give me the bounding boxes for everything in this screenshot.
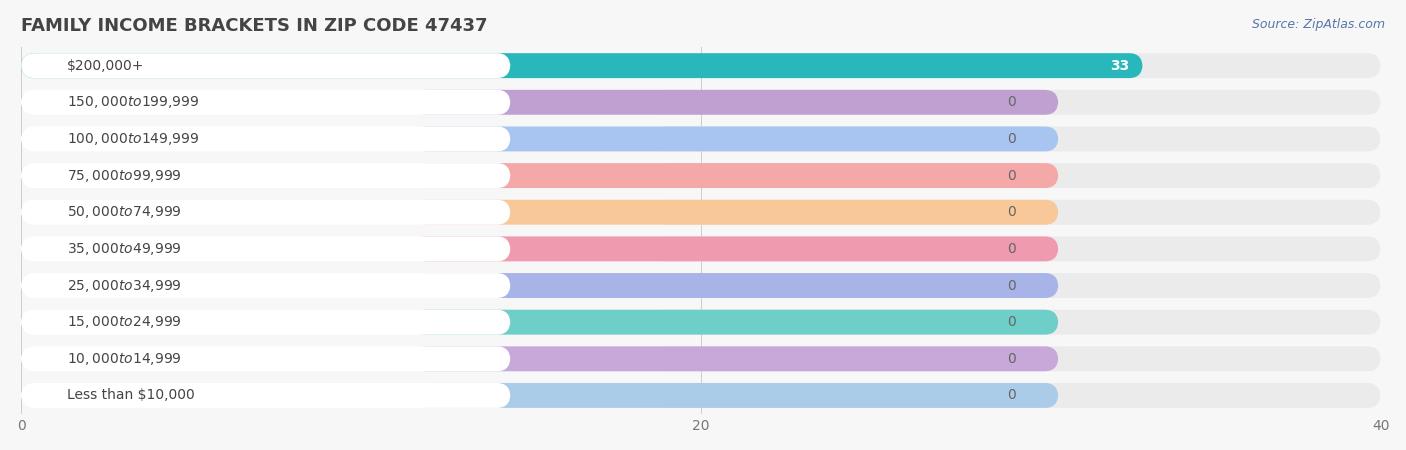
Text: 0: 0 [1007,169,1015,183]
Text: $50,000 to $74,999: $50,000 to $74,999 [66,204,181,220]
Text: 0: 0 [1007,132,1015,146]
FancyBboxPatch shape [21,53,1381,78]
Text: $25,000 to $34,999: $25,000 to $34,999 [66,278,181,293]
FancyBboxPatch shape [21,90,673,115]
FancyBboxPatch shape [21,346,1381,371]
FancyBboxPatch shape [412,236,1059,261]
Text: $10,000 to $14,999: $10,000 to $14,999 [66,351,181,367]
FancyBboxPatch shape [21,236,510,261]
Text: 0: 0 [1007,95,1015,109]
Text: 0: 0 [1007,388,1015,402]
FancyBboxPatch shape [21,310,1381,335]
FancyBboxPatch shape [21,236,673,261]
FancyBboxPatch shape [21,346,510,371]
FancyBboxPatch shape [21,163,673,188]
FancyBboxPatch shape [21,346,673,371]
FancyBboxPatch shape [21,90,1381,115]
FancyBboxPatch shape [21,53,1143,78]
FancyBboxPatch shape [21,200,673,225]
FancyBboxPatch shape [21,126,1381,151]
FancyBboxPatch shape [21,383,1381,408]
FancyBboxPatch shape [412,273,1059,298]
Text: $35,000 to $49,999: $35,000 to $49,999 [66,241,181,257]
FancyBboxPatch shape [412,90,1059,115]
FancyBboxPatch shape [21,383,673,408]
Text: 0: 0 [1007,279,1015,292]
FancyBboxPatch shape [21,126,510,151]
FancyBboxPatch shape [21,126,673,151]
FancyBboxPatch shape [412,310,1059,335]
FancyBboxPatch shape [21,90,510,115]
Text: $75,000 to $99,999: $75,000 to $99,999 [66,167,181,184]
FancyBboxPatch shape [21,273,510,298]
FancyBboxPatch shape [21,200,510,225]
FancyBboxPatch shape [412,346,1059,371]
FancyBboxPatch shape [21,310,510,335]
FancyBboxPatch shape [412,126,1059,151]
Text: 0: 0 [1007,315,1015,329]
Text: $150,000 to $199,999: $150,000 to $199,999 [66,94,200,110]
FancyBboxPatch shape [21,163,1381,188]
FancyBboxPatch shape [412,200,1059,225]
FancyBboxPatch shape [21,53,510,78]
Text: FAMILY INCOME BRACKETS IN ZIP CODE 47437: FAMILY INCOME BRACKETS IN ZIP CODE 47437 [21,17,488,35]
FancyBboxPatch shape [21,163,510,188]
FancyBboxPatch shape [412,383,1059,408]
FancyBboxPatch shape [21,236,1381,261]
Text: $100,000 to $149,999: $100,000 to $149,999 [66,131,200,147]
FancyBboxPatch shape [21,273,673,298]
Text: 0: 0 [1007,352,1015,366]
Text: Less than $10,000: Less than $10,000 [66,388,194,402]
Text: 0: 0 [1007,205,1015,219]
Text: Source: ZipAtlas.com: Source: ZipAtlas.com [1251,18,1385,31]
Text: $200,000+: $200,000+ [66,58,143,72]
Text: 0: 0 [1007,242,1015,256]
Text: 33: 33 [1109,58,1129,72]
FancyBboxPatch shape [21,200,1381,225]
FancyBboxPatch shape [412,163,1059,188]
FancyBboxPatch shape [21,383,510,408]
FancyBboxPatch shape [21,310,673,335]
Text: $15,000 to $24,999: $15,000 to $24,999 [66,314,181,330]
FancyBboxPatch shape [21,273,1381,298]
